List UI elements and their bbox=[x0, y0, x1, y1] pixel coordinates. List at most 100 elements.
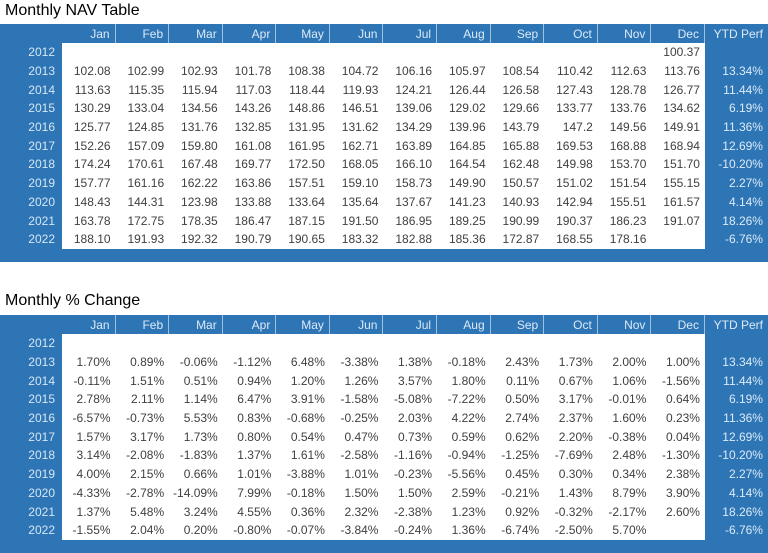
column-header-nov: Nov bbox=[598, 315, 652, 334]
ytd-value-cell: 18.26% bbox=[722, 213, 763, 228]
header-row: Jan Feb Mar Apr May Jun Jul Aug Sep Oct Nov Dec YTD … bbox=[0, 24, 768, 43]
value-cell: 169.53 bbox=[544, 136, 598, 156]
value-cell: 0.11% bbox=[490, 371, 545, 391]
row-year-label: 2021 bbox=[28, 213, 55, 228]
value-cell: 117.03 bbox=[222, 80, 277, 100]
value-cell: 129.66 bbox=[490, 99, 545, 118]
row-year-label: 2012 bbox=[28, 45, 55, 60]
value-cell: 161.57 bbox=[651, 192, 705, 212]
value-cell: 4.55% bbox=[222, 502, 277, 521]
value-cell bbox=[490, 334, 545, 353]
value-cell: -0.68% bbox=[276, 408, 330, 428]
column-header-may: May bbox=[276, 315, 330, 334]
value-cell: 153.70 bbox=[597, 155, 652, 174]
column-header-apr: Apr bbox=[223, 315, 277, 334]
value-cell: 188.10 bbox=[62, 229, 116, 249]
value-cell: 2.37% bbox=[544, 408, 598, 428]
value-cell: 4.00% bbox=[62, 464, 116, 484]
value-cell: -0.25% bbox=[329, 408, 384, 428]
value-cell: 155.51 bbox=[597, 192, 652, 212]
value-cell: -0.18% bbox=[276, 483, 330, 503]
ytd-value-cell: 13.34% bbox=[722, 64, 763, 79]
row-year-label: 2014 bbox=[28, 82, 55, 97]
value-cell bbox=[276, 334, 330, 353]
value-cell: 1.50% bbox=[329, 483, 384, 503]
value-cell: 167.48 bbox=[169, 155, 223, 174]
value-cell: -5.56% bbox=[437, 464, 491, 484]
value-cell bbox=[651, 229, 705, 249]
table-row-2021: 2021 1.37% 5.48% 3.24% 4.55% 0.36% 2.32% -2.38%… bbox=[0, 502, 768, 521]
value-cell: -5.08% bbox=[383, 390, 438, 409]
value-cell: 1.06% bbox=[597, 371, 652, 391]
value-cell: 1.01% bbox=[222, 464, 277, 484]
value-cell: 186.47 bbox=[222, 211, 277, 230]
column-header-jan: Jan bbox=[62, 315, 116, 334]
value-cell bbox=[544, 43, 598, 62]
value-cell: 135.64 bbox=[329, 192, 384, 212]
value-cell: 1.50% bbox=[383, 483, 438, 503]
value-cell: 172.50 bbox=[276, 155, 330, 174]
value-cell bbox=[651, 334, 705, 353]
row-year-label: 2020 bbox=[28, 485, 55, 500]
value-cell: 146.51 bbox=[329, 99, 384, 118]
value-cell: 131.95 bbox=[276, 117, 330, 137]
ytd-value-cell: 4.14% bbox=[728, 485, 763, 500]
value-cell: 124.21 bbox=[383, 80, 438, 100]
value-cell: -0.94% bbox=[437, 446, 491, 465]
value-cell: 139.96 bbox=[437, 117, 491, 137]
column-header-jan: Jan bbox=[62, 24, 116, 43]
value-cell: 168.55 bbox=[544, 229, 598, 249]
value-cell: 168.05 bbox=[329, 155, 384, 174]
value-cell bbox=[222, 334, 277, 353]
column-header-jul: Jul bbox=[383, 24, 438, 43]
value-cell: 113.63 bbox=[62, 80, 116, 100]
ytd-value-cell: 11.44% bbox=[723, 82, 763, 97]
value-cell: 191.07 bbox=[651, 211, 705, 230]
value-cell: 3.17% bbox=[115, 427, 170, 447]
table-row-2012: 2012 bbox=[0, 334, 768, 353]
value-cell: 1.57% bbox=[62, 427, 116, 447]
value-cell: 149.91 bbox=[651, 117, 705, 137]
value-cell: 128.78 bbox=[597, 80, 652, 100]
value-cell: 127.43 bbox=[544, 80, 598, 100]
value-cell: 113.76 bbox=[651, 61, 705, 81]
value-cell: -1.16% bbox=[383, 446, 438, 465]
column-header-nov: Nov bbox=[598, 24, 652, 43]
value-cell: 102.08 bbox=[62, 61, 116, 81]
row-year-label: 2013 bbox=[28, 64, 55, 79]
value-cell bbox=[383, 43, 438, 62]
value-cell: -0.01% bbox=[597, 390, 652, 409]
value-cell: 161.08 bbox=[222, 136, 277, 156]
value-cell: 0.83% bbox=[222, 408, 277, 428]
row-year-label: 2012 bbox=[28, 336, 55, 351]
value-cell: 2.74% bbox=[490, 408, 545, 428]
value-cell: 2.15% bbox=[115, 464, 170, 484]
value-cell: 166.10 bbox=[383, 155, 438, 174]
pct-change-table: Jan Feb Mar Apr May Jun Jul Aug Sep Oct Nov Dec YTD … bbox=[0, 315, 768, 553]
value-cell: 163.78 bbox=[62, 211, 116, 230]
value-cell: 7.99% bbox=[222, 483, 277, 503]
row-year-label: 2019 bbox=[28, 176, 55, 191]
value-cell: -1.30% bbox=[651, 446, 705, 465]
value-cell: 0.59% bbox=[437, 427, 491, 447]
table-row-2017: 2017 1.57% 3.17% 1.73% 0.80% 0.54% 0.47% 0.73% 0… bbox=[0, 427, 768, 447]
value-cell: 1.20% bbox=[276, 371, 330, 391]
value-cell: 164.85 bbox=[437, 136, 491, 156]
value-cell bbox=[437, 334, 491, 353]
value-cell: 3.24% bbox=[169, 502, 223, 521]
value-cell: 152.26 bbox=[62, 136, 116, 156]
value-cell: 151.02 bbox=[544, 173, 598, 193]
value-cell: 170.61 bbox=[115, 155, 170, 174]
column-header-aug: Aug bbox=[437, 24, 491, 43]
value-cell: -0.80% bbox=[222, 520, 277, 540]
value-cell bbox=[169, 43, 223, 62]
row-year-label: 2018 bbox=[28, 448, 55, 463]
value-cell: 190.79 bbox=[222, 229, 277, 249]
value-cell: 0.73% bbox=[383, 427, 438, 447]
value-cell: 0.54% bbox=[276, 427, 330, 447]
value-cell: 1.26% bbox=[329, 371, 384, 391]
value-cell: -2.50% bbox=[544, 520, 598, 540]
value-cell bbox=[329, 334, 384, 353]
column-header-mar: Mar bbox=[169, 315, 223, 334]
value-cell: 1.36% bbox=[437, 520, 491, 540]
